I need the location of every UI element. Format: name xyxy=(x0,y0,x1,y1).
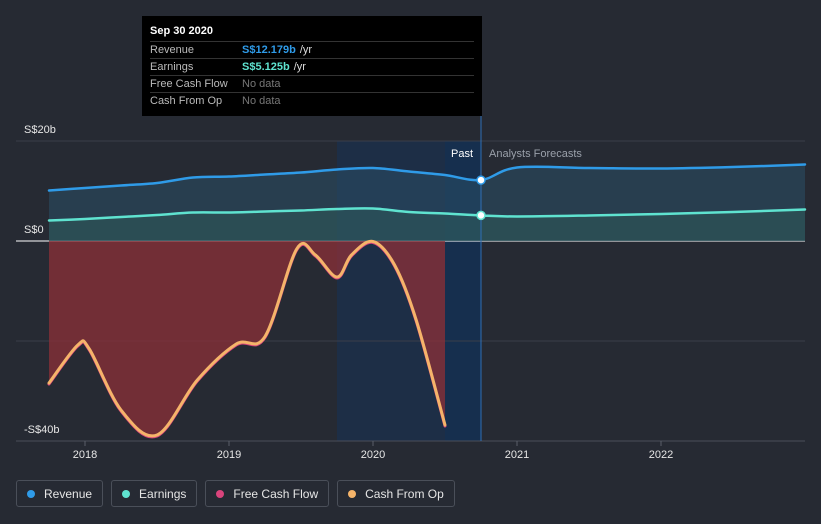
tooltip-value: S$5.125b xyxy=(242,61,290,73)
legend-item-earnings[interactable]: Earnings xyxy=(111,480,198,507)
tooltip-row-fcf: Free Cash Flow No data xyxy=(150,75,474,92)
legend: Revenue Earnings Free Cash Flow Cash Fro… xyxy=(16,480,455,507)
earnings-highlight-point xyxy=(476,210,486,221)
series-lines xyxy=(47,163,807,439)
x-axis-ticks: 2018 2019 2020 2021 2022 xyxy=(73,441,673,461)
legend-label: Cash From Op xyxy=(365,486,444,501)
legend-dot-icon xyxy=(348,489,357,498)
tooltip-label: Free Cash Flow xyxy=(150,78,228,90)
x-tick-label: 2018 xyxy=(73,449,97,461)
earnings-line xyxy=(47,207,807,222)
x-tick-label: 2022 xyxy=(649,449,673,461)
tooltip-label: Revenue xyxy=(150,44,195,56)
tooltip-row-cfo: Cash From Op No data xyxy=(150,92,474,109)
legend-item-cash-from-op[interactable]: Cash From Op xyxy=(337,480,455,507)
fcf-area xyxy=(49,241,445,437)
x-tick-label: 2021 xyxy=(505,449,529,461)
revenue-line xyxy=(47,163,807,192)
y-axis-labels: S$20b S$0 -S$40b xyxy=(24,124,59,436)
legend-label: Free Cash Flow xyxy=(233,486,319,501)
tooltip-row-revenue: Revenue S$12.179b /yr xyxy=(150,41,474,58)
legend-item-free-cash-flow[interactable]: Free Cash Flow xyxy=(205,480,330,507)
tooltip-label: Cash From Op xyxy=(150,95,223,107)
tooltip-value: S$12.179b xyxy=(242,44,296,56)
tooltip-row-earnings: Earnings S$5.125b /yr xyxy=(150,58,474,75)
y-axis-label: S$20b xyxy=(24,124,56,136)
legend-label: Revenue xyxy=(44,486,93,501)
tooltip-value: No data xyxy=(242,95,281,107)
revenue-highlight-point xyxy=(476,175,486,185)
highlight-points xyxy=(476,175,486,221)
tooltip-unit: /yr xyxy=(299,44,313,56)
tooltip: Sep 30 2020 Revenue S$12.179b /yr Earnin… xyxy=(142,16,482,116)
legend-dot-icon xyxy=(122,489,131,498)
forecast-label: Analysts Forecasts xyxy=(489,148,582,160)
series-fills xyxy=(49,164,805,437)
legend-dot-icon xyxy=(27,489,35,498)
legend-item-revenue[interactable]: Revenue xyxy=(16,480,104,507)
earnings-area xyxy=(49,208,805,241)
tooltip-date: Sep 30 2020 xyxy=(150,25,213,37)
chart-canvas: S$20b S$0 -S$40b 2018 2019 2020 2021 2022 Past… xyxy=(16,16,807,461)
x-tick-label: 2020 xyxy=(361,449,385,461)
past-label: Past xyxy=(451,148,473,160)
tooltip-unit: /yr xyxy=(293,61,306,73)
y-axis-label: -S$40b xyxy=(24,424,59,436)
legend-label: Earnings xyxy=(139,486,187,501)
tooltip-label: Earnings xyxy=(150,61,194,73)
legend-dot-icon xyxy=(216,489,225,498)
cash-from-op-line xyxy=(47,239,447,438)
tooltip-value: No data xyxy=(242,78,281,90)
x-tick-label: 2019 xyxy=(217,449,241,461)
y-axis-label: S$0 xyxy=(24,224,44,236)
